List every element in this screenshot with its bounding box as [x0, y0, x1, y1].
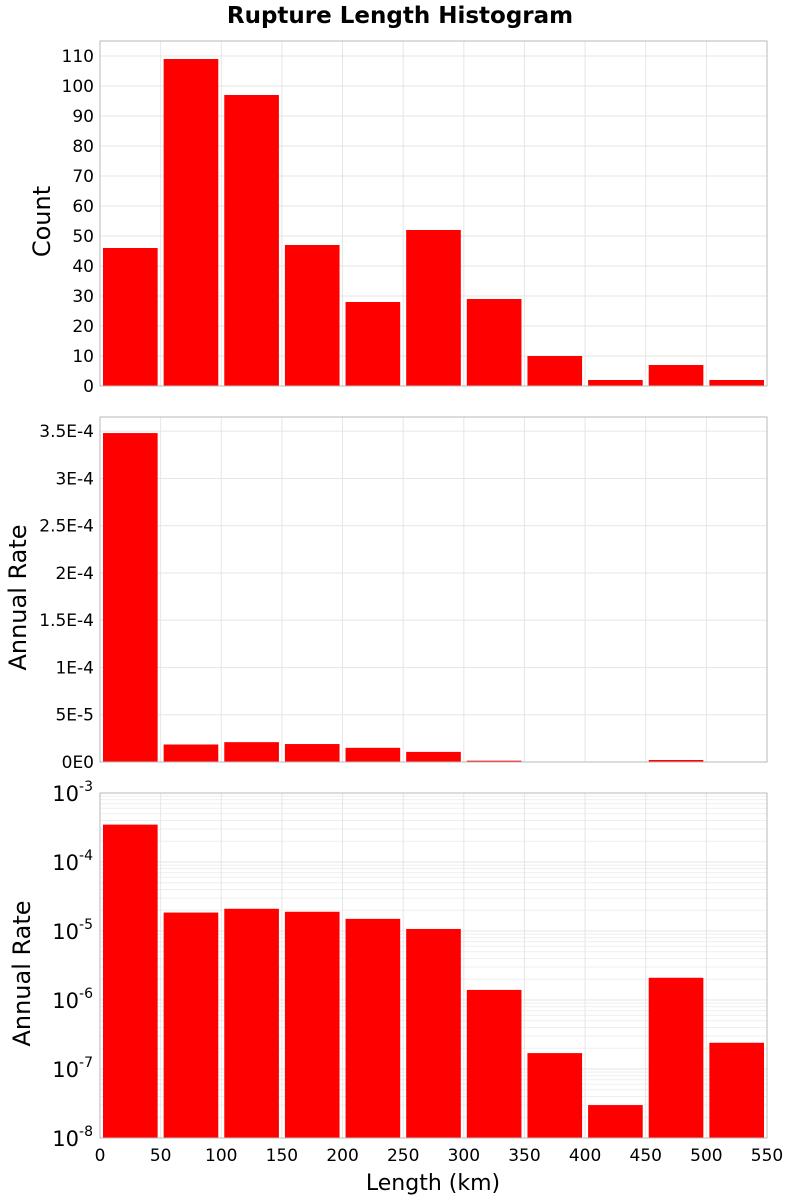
panel-3-y-tick-label: 10-8 [52, 1124, 93, 1151]
panel-3-bar [527, 1053, 582, 1138]
panel-3-bar [285, 912, 340, 1138]
panel-3-y-tick-label: 10-7 [52, 1055, 93, 1082]
panel-3-bar [709, 1043, 764, 1138]
x-axis-label: Length (km) [366, 1171, 500, 1196]
panel-1-bar [224, 95, 279, 386]
panel-1-bar [103, 248, 158, 386]
x-tick-label: 100 [205, 1146, 237, 1166]
panel-2-y-tick-label: 2E-4 [55, 564, 94, 584]
panel-3-y-tick-label: 10-6 [52, 986, 93, 1013]
panel-1-y-tick-label: 40 [72, 257, 94, 277]
x-tick-label: 250 [387, 1146, 419, 1166]
panel-3-y-axis-label: Annual Rate [8, 900, 36, 1046]
x-tick-label: 350 [508, 1146, 540, 1166]
panel-1-y-tick-label: 70 [72, 167, 94, 187]
panel-1-y-tick-label: 0 [83, 377, 94, 397]
x-tick-label: 0 [95, 1146, 106, 1166]
panel-1-y-tick-label: 80 [72, 137, 94, 157]
panel-2-bar [285, 744, 340, 762]
panel-2-bar [224, 742, 279, 762]
panel-1-y-axis-label: Count [28, 186, 56, 257]
panel-2-bar [164, 745, 219, 762]
panel-3-y-tick-label: 10-5 [52, 917, 93, 944]
panel-1-bar [346, 302, 401, 386]
panel-2-y-tick-label: 3E-4 [55, 469, 94, 489]
panel-2-y-tick-label: 0E0 [62, 753, 94, 773]
panel-2-y-tick-label: 1.5E-4 [39, 611, 94, 631]
panel-1-y-tick-label: 30 [72, 287, 94, 307]
x-tick-label: 400 [569, 1146, 601, 1166]
x-tick-label: 150 [266, 1146, 298, 1166]
panel-1-bar [588, 380, 643, 386]
panel-1-y-tick-label: 110 [62, 47, 94, 67]
panel-3-bar [406, 929, 461, 1138]
panel-2-y-axis-label: Annual Rate [4, 524, 32, 670]
panel-2-y-tick-label: 1E-4 [55, 658, 94, 678]
panel-3-bar [649, 978, 704, 1138]
panel-1-y-tick-label: 90 [72, 107, 94, 127]
panel-1-bar [649, 365, 704, 386]
panel-2-y-tick-label: 3.5E-4 [39, 422, 94, 442]
panel-3-y-tick-label: 10-3 [52, 779, 93, 806]
panel-3-bar [224, 909, 279, 1138]
panel-1-y-tick-label: 10 [72, 347, 94, 367]
panel-1-y-tick-label: 50 [72, 227, 94, 247]
panel-1-y-tick-label: 60 [72, 197, 94, 217]
panel-1-bar [285, 245, 340, 386]
panel-2-bar [346, 748, 401, 762]
panel-1-y-tick-label: 20 [72, 317, 94, 337]
panel-3-bar [103, 825, 158, 1138]
x-tick-label: 200 [326, 1146, 358, 1166]
panel-1-bar [709, 380, 764, 386]
x-tick-label: 300 [448, 1146, 480, 1166]
x-tick-label: 50 [150, 1146, 172, 1166]
panel-3-y-tick-label: 10-4 [52, 848, 93, 875]
panel-3-bar [588, 1105, 643, 1138]
x-tick-label: 550 [751, 1146, 783, 1166]
panel-2-plot-frame [100, 417, 767, 762]
panel-3-bar [164, 913, 219, 1138]
panel-2-bar [103, 433, 158, 762]
panel-1-bar [164, 59, 219, 386]
x-tick-label: 450 [630, 1146, 662, 1166]
panel-1-bar [467, 299, 522, 386]
panel-2-y-tick-label: 5E-5 [55, 706, 94, 726]
panel-1-bar [527, 356, 582, 386]
panel-3-bar [346, 919, 401, 1138]
panel-3-bar [467, 990, 522, 1138]
panel-1-y-tick-label: 100 [62, 77, 94, 97]
x-tick-label: 500 [690, 1146, 722, 1166]
panel-2-y-tick-label: 2.5E-4 [39, 517, 94, 537]
chart-title: Rupture Length Histogram [227, 3, 573, 29]
panel-2-bar [406, 752, 461, 762]
panel-1-bar [406, 230, 461, 386]
